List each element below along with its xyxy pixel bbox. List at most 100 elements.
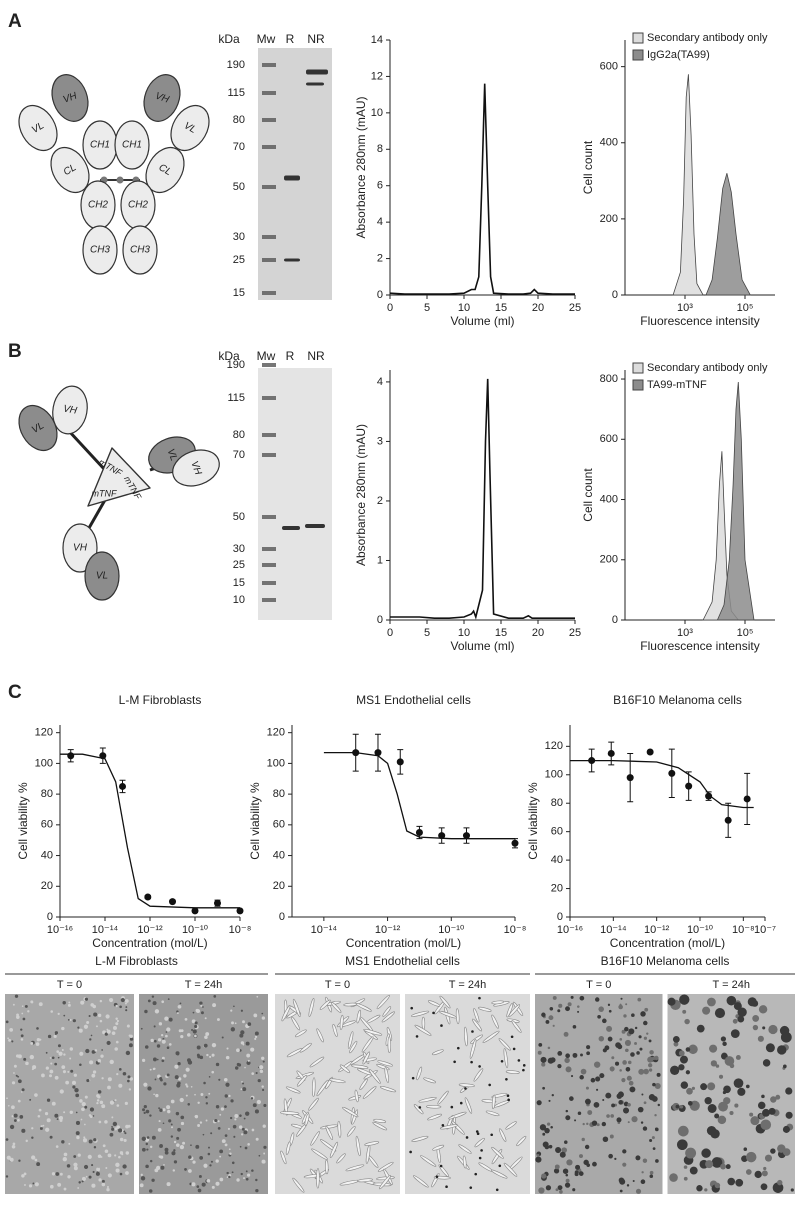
gel-header: Mw	[257, 349, 276, 363]
cell	[651, 1136, 655, 1140]
cell	[115, 1022, 119, 1026]
panel-label: B	[8, 341, 22, 362]
cell	[230, 1027, 236, 1032]
cell	[546, 1122, 551, 1126]
domain	[114, 120, 150, 170]
cell	[197, 1101, 200, 1104]
cell	[595, 997, 600, 1002]
cell	[106, 1185, 109, 1188]
x-axis-label: Concentration (mol/L)	[346, 936, 461, 950]
cell	[596, 1088, 599, 1091]
cell	[73, 1162, 78, 1167]
y-tick-label: 600	[600, 61, 618, 73]
cell	[182, 1141, 186, 1145]
cell	[707, 1082, 716, 1091]
cell	[20, 1091, 23, 1093]
cell	[706, 1125, 717, 1136]
cell	[609, 1134, 614, 1139]
cell	[125, 1006, 128, 1008]
cell	[628, 1080, 634, 1086]
cell	[27, 1010, 30, 1013]
x-tick-label: 10⁻⁸	[732, 924, 755, 936]
cell	[598, 1035, 605, 1042]
cell	[228, 1175, 231, 1179]
x-tick-label: 10⁻¹⁶	[47, 924, 73, 936]
dead-cell	[476, 1132, 480, 1136]
dead-cell	[453, 1060, 456, 1064]
y-tick-label: 120	[545, 740, 563, 752]
cell	[316, 1079, 329, 1097]
cell	[45, 1127, 50, 1132]
cell	[50, 1062, 53, 1065]
cell	[627, 1060, 632, 1065]
cell	[368, 1068, 381, 1084]
y-tick-label: 4	[377, 216, 383, 228]
cell	[328, 1078, 346, 1083]
marker-band	[262, 396, 276, 400]
cell	[250, 1047, 255, 1052]
cell	[55, 1172, 60, 1176]
cell	[101, 1104, 106, 1109]
cell	[91, 1164, 94, 1167]
kda-label: 15	[233, 287, 245, 299]
x-axis-label: Fluorescence intensity	[640, 314, 759, 328]
cell	[32, 1182, 35, 1185]
cell	[145, 1109, 150, 1114]
cell	[651, 1096, 658, 1102]
cell	[49, 1057, 52, 1059]
cell	[538, 1187, 545, 1194]
cell	[720, 1163, 726, 1170]
cell	[29, 1098, 32, 1101]
cell	[112, 1121, 118, 1127]
cell	[127, 1124, 131, 1128]
cell	[710, 1060, 718, 1067]
panel-label: C	[8, 682, 22, 703]
kda-label: 115	[227, 87, 245, 99]
cell	[127, 1075, 131, 1079]
cell	[62, 1070, 67, 1074]
cell	[254, 1037, 257, 1040]
dead-cell	[415, 1035, 419, 1038]
cell	[115, 1168, 120, 1173]
cell	[586, 1051, 591, 1056]
cell	[226, 1171, 229, 1175]
domain-label: VH	[73, 543, 88, 554]
dead-cell	[432, 1011, 435, 1015]
cell	[747, 997, 757, 1007]
cell	[722, 1090, 727, 1095]
dead-cell	[507, 1098, 510, 1102]
cell	[194, 1024, 198, 1029]
cell	[339, 1014, 344, 1031]
cell	[211, 1070, 215, 1074]
dead-cell	[512, 1047, 516, 1051]
cell	[649, 1138, 653, 1142]
cell	[91, 1183, 96, 1188]
gel-header: NR	[307, 349, 325, 363]
cell	[387, 1036, 392, 1054]
cell	[80, 1000, 85, 1005]
cell	[539, 1124, 547, 1131]
cell	[185, 1094, 188, 1097]
cell	[115, 1004, 118, 1008]
cell	[84, 1123, 86, 1126]
cell	[707, 997, 716, 1007]
cell	[29, 1054, 35, 1060]
cell	[179, 1097, 184, 1103]
marker-band	[262, 433, 276, 437]
x-tick-label: 10	[458, 627, 470, 639]
cell	[101, 1049, 103, 1051]
cell	[308, 998, 315, 1017]
cell	[141, 1147, 146, 1152]
kda-label: 25	[233, 559, 245, 571]
cell	[91, 1073, 96, 1078]
cell	[649, 1174, 654, 1179]
cell	[625, 1003, 628, 1006]
cell	[50, 1010, 54, 1013]
domain-label: CH2	[88, 200, 108, 211]
micrograph-title: MS1 Endothelial cells	[345, 954, 460, 968]
cell	[622, 1162, 627, 1167]
cell	[561, 1147, 568, 1153]
cell	[204, 1017, 207, 1020]
cell	[283, 1098, 288, 1116]
cell	[176, 1012, 179, 1015]
